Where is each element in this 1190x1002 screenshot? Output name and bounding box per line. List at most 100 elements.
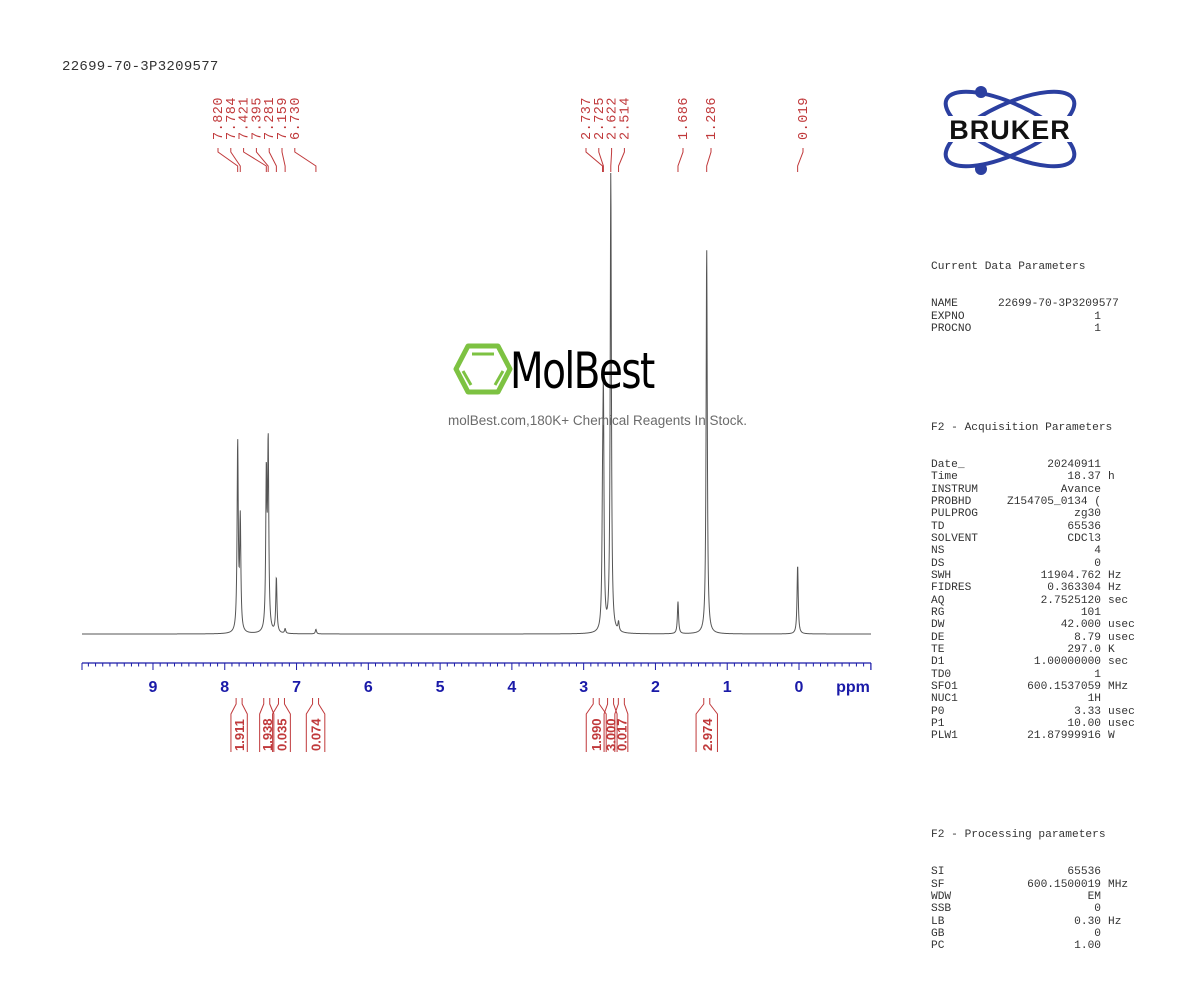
param-value: 101 xyxy=(1080,607,1101,619)
param-key: Date_ xyxy=(931,458,965,471)
param-row: PROBHD Z154705_0134 ( xyxy=(931,496,1135,508)
param-key: PULPROG xyxy=(931,508,978,521)
param-value: 1 xyxy=(1094,668,1101,681)
x-tick-label: 4 xyxy=(507,679,516,696)
param-row: NAME 22699-70-3P3209577 xyxy=(931,298,1135,310)
param-row: GB 0 xyxy=(931,928,1135,940)
ppm-axis: 9 8 7 6 5 4 3 2 1 0 ppm xyxy=(81,662,872,696)
param-value: 21.87999916 xyxy=(1027,730,1101,743)
integral-label: 1.938 xyxy=(260,718,275,751)
param-value: 1H xyxy=(1087,693,1101,706)
param-value: 65536 xyxy=(1067,520,1101,533)
spectrum-trace xyxy=(82,173,871,635)
param-unit xyxy=(1101,558,1108,570)
param-row: DS 0 xyxy=(931,558,1135,570)
peak-label: 7.281 xyxy=(263,97,278,140)
x-axis-label: ppm xyxy=(836,679,870,696)
param-row: TE 297.0 K xyxy=(931,644,1135,656)
param-value: zg30 xyxy=(1074,508,1101,521)
section-title: F2 - Acquisition Parameters xyxy=(931,421,1113,434)
param-key: TD xyxy=(931,520,945,533)
param-row: P1 10.00 usec xyxy=(931,718,1135,730)
param-key: EXPNO xyxy=(931,310,965,323)
param-unit xyxy=(1101,903,1108,915)
integral-label: 0.017 xyxy=(614,718,629,751)
param-key: DW xyxy=(931,619,945,632)
param-value: 65536 xyxy=(1067,866,1101,879)
integral-label: 1.990 xyxy=(589,718,604,751)
param-unit xyxy=(1101,866,1108,878)
peak-label: 2.725 xyxy=(593,97,608,140)
peak-label: 2.737 xyxy=(580,97,595,140)
param-value: 600.1500019 xyxy=(1027,878,1101,891)
param-unit xyxy=(1101,533,1108,545)
param-row: WDW EM xyxy=(931,891,1135,903)
peak-label: 2.514 xyxy=(618,97,633,140)
sample-title: 22699-70-3P3209577 xyxy=(62,59,219,75)
param-value: 10.00 xyxy=(1067,718,1101,731)
param-value: 3.33 xyxy=(1074,705,1101,718)
param-unit xyxy=(1101,669,1108,681)
param-key: FIDRES xyxy=(931,582,972,595)
param-row: INSTRUM Avance xyxy=(931,484,1135,496)
param-key: Time xyxy=(931,471,958,484)
peak-label: 1.686 xyxy=(677,97,692,140)
param-key: SI xyxy=(931,866,945,879)
param-unit xyxy=(1101,484,1108,496)
param-value: 1.00000000 xyxy=(1033,656,1101,669)
param-key: PC xyxy=(931,940,945,953)
param-value: 8.79 xyxy=(1074,631,1101,644)
param-value: 297.0 xyxy=(1067,644,1101,657)
peak-label: 6.730 xyxy=(289,97,304,140)
param-row: TD0 1 xyxy=(931,669,1135,681)
param-key: SF xyxy=(931,878,945,891)
param-row: SFO1 600.1537059 MHz xyxy=(931,681,1135,693)
param-row: RG 101 xyxy=(931,607,1135,619)
param-unit: MHz xyxy=(1108,681,1129,694)
param-unit: W xyxy=(1108,730,1115,743)
param-value: 600.1537059 xyxy=(1027,681,1101,694)
x-tick-label: 7 xyxy=(292,679,301,696)
param-key: NAME xyxy=(931,298,958,311)
bruker-atom-icon: BRUKER xyxy=(925,86,1095,175)
param-value: 1 xyxy=(1094,323,1101,336)
param-unit: sec xyxy=(1108,656,1129,669)
param-unit xyxy=(1101,298,1108,310)
param-row: Time 18.37 h xyxy=(931,471,1135,483)
param-key: PROBHD xyxy=(931,495,972,508)
param-row: P0 3.33 usec xyxy=(931,706,1135,718)
integral-label: 0.035 xyxy=(274,718,289,751)
integrals: 1.911 1.938 0.035 0.074 1.990 3.0000.017 2.974 xyxy=(230,698,718,752)
param-row: SI 65536 xyxy=(931,866,1135,878)
parameters-panel: Current Data Parameters NAME 22699-70-3P3… xyxy=(931,212,1135,1002)
x-tick-label: 5 xyxy=(436,679,445,696)
peak-label: 2.622 xyxy=(606,97,621,140)
param-unit xyxy=(1101,693,1108,705)
bruker-text: BRUKER xyxy=(949,115,1071,145)
param-unit xyxy=(1101,311,1108,323)
param-key: LB xyxy=(931,915,945,928)
param-unit: MHz xyxy=(1108,878,1129,891)
acquisition-parameters: F2 - Acquisition Parameters Date_ 2024091… xyxy=(931,397,1135,767)
param-row: PLW1 21.87999916 W xyxy=(931,730,1135,742)
param-key: SFO1 xyxy=(931,681,958,694)
param-unit: usec xyxy=(1108,619,1135,632)
param-row: Date_ 20240911 xyxy=(931,459,1135,471)
param-value: Z154705_0134 ( xyxy=(1007,495,1101,508)
x-tick-label: 8 xyxy=(220,679,229,696)
param-value: 22699-70-3P3209577 xyxy=(998,298,1119,311)
section-title: Current Data Parameters xyxy=(931,261,1086,274)
param-key: SOLVENT xyxy=(931,532,978,545)
param-value: Avance xyxy=(1060,483,1101,496)
peak-label: 7.820 xyxy=(212,97,227,140)
param-value: 4 xyxy=(1094,545,1101,558)
integral-label: 1.911 xyxy=(232,719,247,751)
param-unit: usec xyxy=(1108,718,1135,731)
integral-label: 2.974 xyxy=(700,718,715,751)
param-key: GB xyxy=(931,927,945,940)
param-unit xyxy=(1101,891,1108,903)
param-key: TD0 xyxy=(931,668,952,681)
param-value: EM xyxy=(1087,890,1101,903)
x-tick-label: 1 xyxy=(723,679,732,696)
current-data-parameters: Current Data Parameters NAME 22699-70-3P3… xyxy=(931,237,1135,360)
